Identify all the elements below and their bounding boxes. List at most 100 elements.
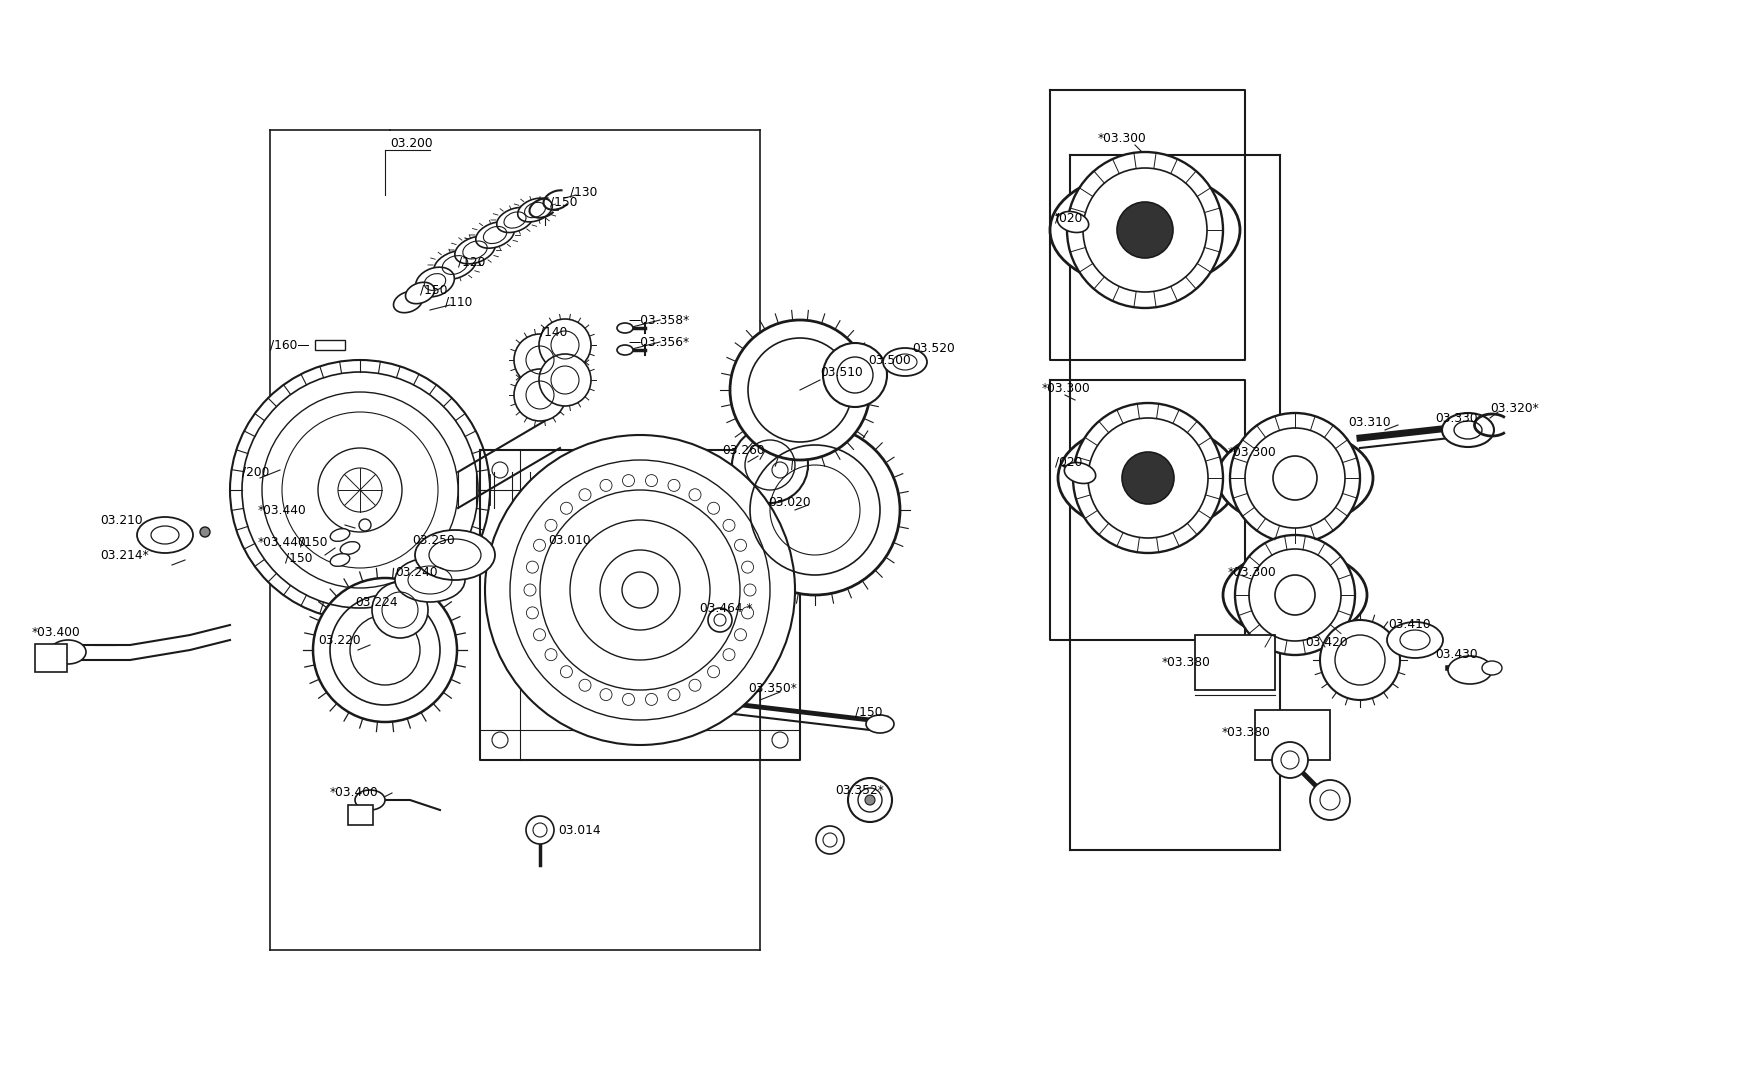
Text: *03.300: *03.300 [1042,382,1090,395]
Ellipse shape [485,435,795,745]
Text: /140: /140 [539,325,567,338]
Text: *03.380: *03.380 [1162,656,1210,669]
Circle shape [560,666,572,677]
Text: /020: /020 [1054,212,1082,225]
Ellipse shape [1223,551,1367,639]
Circle shape [579,679,591,691]
Ellipse shape [405,282,435,304]
Text: 03.350*: 03.350* [748,682,796,694]
Text: *03.380: *03.380 [1221,725,1269,738]
Text: /020: /020 [1054,456,1082,469]
Text: /130: /130 [570,185,596,199]
Ellipse shape [732,427,807,503]
Circle shape [600,479,612,491]
Circle shape [525,816,553,844]
Bar [1195,635,1275,690]
Ellipse shape [341,541,360,554]
Circle shape [523,584,536,596]
Ellipse shape [454,236,496,264]
Text: 03.430: 03.430 [1435,648,1476,661]
Circle shape [708,666,720,677]
Text: 03.310: 03.310 [1348,415,1389,428]
Circle shape [816,826,843,854]
Text: *03.300: *03.300 [1228,566,1276,579]
Text: —03.358*: —03.358* [628,314,689,326]
Circle shape [734,629,746,641]
Text: 03.010: 03.010 [548,534,590,547]
Ellipse shape [513,334,565,386]
Ellipse shape [1057,423,1236,533]
Ellipse shape [1442,413,1494,447]
Ellipse shape [433,250,476,279]
Text: 03.464 *: 03.464 * [699,601,753,614]
Text: 03.330: 03.330 [1435,412,1476,425]
Ellipse shape [617,323,633,333]
Circle shape [864,795,875,805]
Circle shape [668,479,680,491]
Circle shape [527,561,537,574]
Ellipse shape [50,640,85,664]
Ellipse shape [137,517,193,553]
Ellipse shape [617,345,633,355]
Circle shape [200,528,210,537]
Ellipse shape [313,578,457,722]
Circle shape [534,539,546,551]
Circle shape [847,778,892,822]
Ellipse shape [1216,430,1372,526]
Text: *03.440: *03.440 [257,504,306,517]
Circle shape [544,519,556,532]
Circle shape [741,607,753,618]
Ellipse shape [1064,462,1096,484]
Text: —03.356*: —03.356* [628,336,689,349]
Text: 03.020: 03.020 [767,495,810,508]
Ellipse shape [730,320,870,460]
Circle shape [708,502,720,515]
Circle shape [734,539,746,551]
Circle shape [527,607,537,618]
Text: 03.210: 03.210 [99,514,143,526]
Ellipse shape [1122,452,1174,504]
Circle shape [708,608,732,632]
Ellipse shape [1066,152,1223,308]
Circle shape [600,689,612,701]
Text: 03.352*: 03.352* [835,783,883,796]
Ellipse shape [230,360,490,620]
Text: *03.440: *03.440 [257,535,306,549]
Circle shape [645,693,657,705]
Text: 03.320*: 03.320* [1489,401,1537,414]
Circle shape [741,561,753,574]
Ellipse shape [621,572,657,608]
Text: *03.300: *03.300 [1228,445,1276,459]
Ellipse shape [1049,172,1240,288]
Text: /150: /150 [854,705,882,718]
Ellipse shape [1057,212,1089,232]
Text: 03.410: 03.410 [1388,618,1429,631]
Ellipse shape [372,582,428,638]
Circle shape [534,629,546,641]
Text: 03.420: 03.420 [1304,637,1346,649]
Text: 03.224: 03.224 [355,596,398,609]
Circle shape [623,693,635,705]
Ellipse shape [1320,620,1400,700]
Text: 03.014: 03.014 [558,824,600,837]
Ellipse shape [1386,622,1442,658]
Circle shape [689,679,701,691]
Text: *03.400: *03.400 [31,626,80,639]
Ellipse shape [539,319,591,371]
Ellipse shape [1229,413,1360,542]
Ellipse shape [730,425,899,595]
Bar [1254,710,1329,760]
Bar [35,644,68,672]
Text: 03.220: 03.220 [318,633,360,646]
Text: 03.520: 03.520 [911,341,955,354]
Ellipse shape [1447,656,1490,684]
Ellipse shape [475,221,515,248]
Text: 03.214*: 03.214* [99,549,148,562]
Circle shape [723,519,734,532]
Text: /150: /150 [550,196,577,209]
Ellipse shape [882,348,927,376]
Text: /120: /120 [457,256,485,269]
Text: /150: /150 [299,535,327,549]
Ellipse shape [600,550,680,630]
Circle shape [744,584,755,596]
